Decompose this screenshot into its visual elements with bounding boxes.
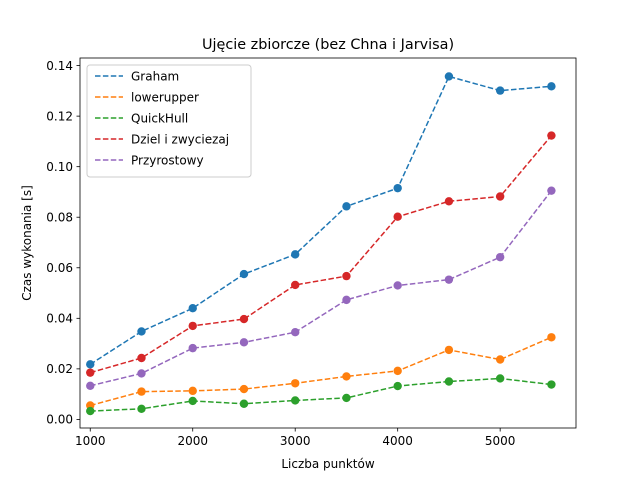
data-point-quickhull	[444, 377, 454, 386]
x-tick-label: 4000	[382, 434, 413, 448]
data-point-dziel-i-zwyciezaj	[444, 197, 454, 206]
data-point-graham	[291, 250, 300, 259]
data-point-quickhull	[291, 396, 300, 405]
legend-label: Graham	[131, 69, 179, 83]
data-point-quickhull	[239, 399, 249, 408]
data-point-graham	[342, 202, 351, 211]
data-point-lowerupper	[444, 345, 454, 355]
legend-label: Dziel i zwyciezaj	[131, 132, 229, 146]
data-point-lowerupper	[291, 379, 300, 388]
x-tick-label: 3000	[280, 434, 311, 448]
data-point-dziel-i-zwyciezaj	[342, 271, 351, 281]
y-tick-label: 0.08	[46, 211, 73, 225]
data-point-przyrostowy	[547, 186, 556, 195]
plot-frame	[79, 57, 577, 429]
data-point-quickhull	[86, 406, 95, 416]
y-axis-label: Czas wykonania [s]	[20, 185, 34, 301]
data-point-przyrostowy	[291, 328, 300, 337]
data-point-dziel-i-zwyciezaj	[239, 314, 249, 324]
x-tick-label: 5000	[485, 434, 516, 448]
data-point-quickhull	[547, 380, 556, 389]
data-point-lowerupper	[393, 366, 402, 376]
series-line-graham	[89, 75, 552, 365]
data-point-dziel-i-zwyciezaj	[86, 368, 95, 377]
x-tick-label: 2000	[177, 434, 208, 448]
y-tick-label: 0.04	[46, 312, 73, 326]
x-axis-label: Liczba punktów	[281, 457, 375, 471]
x-tick-label: 1000	[75, 434, 106, 448]
y-tick-label: 0.00	[46, 413, 73, 427]
data-point-graham	[188, 304, 197, 313]
data-point-przyrostowy	[342, 295, 351, 305]
data-point-quickhull	[342, 393, 351, 403]
data-point-lowerupper	[239, 384, 249, 394]
data-point-przyrostowy	[137, 369, 146, 378]
data-point-quickhull	[188, 396, 197, 406]
y-tick-label: 0.12	[46, 109, 73, 123]
data-point-graham	[393, 183, 402, 193]
data-point-graham	[444, 72, 454, 81]
data-point-lowerupper	[137, 387, 146, 396]
data-point-graham	[239, 269, 249, 279]
legend-label: QuickHull	[131, 111, 188, 125]
legend-label: Przyrostowy	[131, 153, 204, 167]
data-point-dziel-i-zwyciezaj	[495, 192, 505, 201]
data-point-graham	[137, 327, 146, 336]
data-point-dziel-i-zwyciezaj	[188, 321, 197, 331]
data-point-przyrostowy	[86, 381, 95, 390]
y-tick-label: 0.06	[46, 261, 73, 275]
data-point-quickhull	[137, 404, 146, 413]
y-tick-label: 0.14	[46, 59, 73, 73]
series-layer	[86, 72, 556, 416]
data-point-przyrostowy	[444, 275, 454, 284]
legend-box	[86, 64, 252, 178]
series-line-dziel-i-zwyciezaj	[90, 135, 552, 374]
data-point-przyrostowy	[239, 338, 249, 347]
axes: 1000 2000 3000 4000 5000 0.000.020.040.060.0…	[46, 57, 577, 448]
data-point-przyrostowy	[188, 343, 197, 353]
data-point-dziel-i-zwyciezaj	[393, 212, 402, 221]
data-point-przyrostowy	[495, 252, 505, 262]
data-point-graham	[547, 82, 556, 91]
data-point-graham	[495, 86, 505, 95]
legend-label: lowerupper	[131, 90, 199, 104]
x-axis-ticks: 1000 2000 3000 4000 5000	[75, 428, 515, 448]
data-point-dziel-i-zwyciezaj	[291, 280, 300, 290]
data-point-dziel-i-zwyciezaj	[547, 131, 556, 140]
series-line-przyrostowy	[90, 190, 552, 387]
data-point-przyrostowy	[393, 281, 402, 290]
data-point-lowerupper	[342, 372, 351, 381]
data-point-dziel-i-zwyciezaj	[137, 353, 146, 363]
data-point-lowerupper	[188, 386, 197, 396]
data-point-quickhull	[495, 374, 505, 383]
legend: Graham lowerupper QuickHull Dziel i zwyciez…	[86, 64, 252, 178]
series-line-lowerupper	[90, 336, 552, 407]
data-point-lowerupper	[547, 333, 556, 342]
y-tick-label: 0.02	[46, 362, 73, 376]
y-axis-ticks: 0.00 0.02 0.04 0.06 0.08 0.10 0.12 0.14	[46, 59, 80, 427]
data-point-graham	[86, 360, 95, 369]
series-line-quickhull	[90, 377, 552, 412]
chart-title: Ujęcie zbiorcze (bez Chna i Jarvisa)	[202, 37, 454, 53]
data-point-lowerupper	[495, 355, 505, 364]
y-tick-label: 0.10	[46, 160, 73, 174]
data-point-quickhull	[393, 381, 402, 391]
